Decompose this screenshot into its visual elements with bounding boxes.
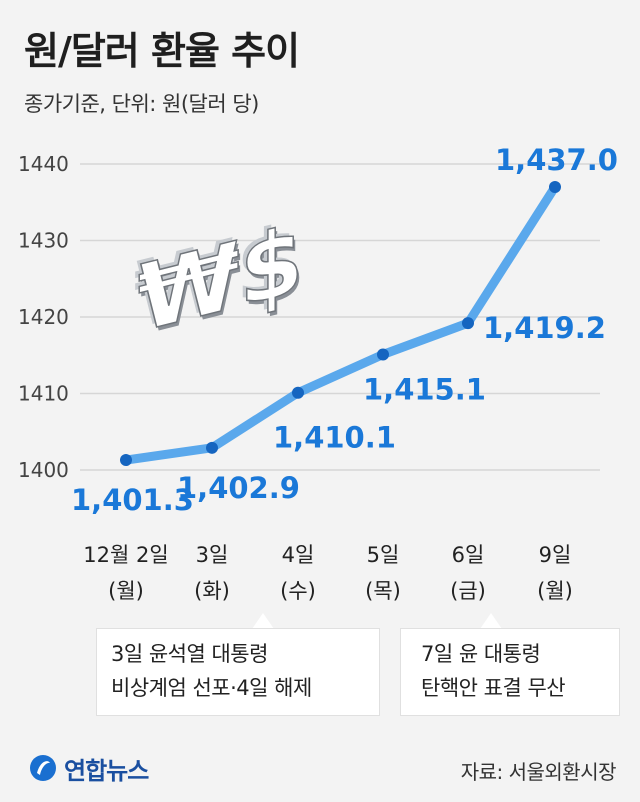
x-tick-label: 12월 2일	[83, 543, 168, 567]
yonhap-logo-icon	[30, 755, 56, 781]
x-tick-label: 9일	[539, 543, 572, 567]
data-label: 1,410.1	[273, 421, 396, 455]
x-tick-label: (목)	[365, 579, 401, 603]
series-line	[121, 182, 560, 465]
data-label: 1,401.3	[71, 483, 194, 517]
x-tick-label: (금)	[450, 579, 486, 603]
y-tick-label: 1420	[18, 305, 69, 329]
y-tick-label: 1410	[18, 382, 69, 406]
note1-line2: 비상계엄 선포·4일 해제	[111, 676, 312, 700]
y-tick-label: 1430	[18, 229, 69, 253]
won-dollar-symbol-icon: ₩$ ₩$ ₩$	[134, 203, 305, 358]
won-dollar-text: ₩$	[138, 206, 303, 355]
note1-pointer	[252, 613, 274, 629]
data-point	[292, 386, 304, 399]
data-point	[549, 180, 561, 193]
x-tick-label: 4일	[282, 543, 315, 567]
data-point	[120, 454, 132, 467]
note2-pointer	[480, 613, 502, 629]
data-label: 1,415.1	[363, 372, 486, 406]
x-tick-label: (월)	[537, 579, 573, 603]
logo: 연합뉴스	[28, 748, 149, 788]
note2-line2: 탄핵안 표결 무산	[421, 676, 566, 700]
chart-subtitle: 종가기준, 단위: 원(달러 당)	[24, 92, 259, 116]
source-text: 자료: 서울외환시장	[460, 760, 617, 784]
chart-title: 원/달러 환율 추이	[24, 29, 300, 73]
data-label: 1,419.2	[483, 311, 606, 345]
x-tick-label: 5일	[367, 543, 400, 567]
data-label: 1,402.9	[177, 471, 300, 505]
logo-text: 연합뉴스	[64, 756, 149, 785]
data-label: 1,437.0	[495, 143, 618, 177]
data-point	[206, 441, 218, 454]
x-tick-label: (월)	[108, 579, 144, 603]
note2-line1: 7일 윤 대통령	[421, 642, 541, 666]
annotation-note-2: 7일 윤 대통령 탄핵안 표결 무산	[400, 628, 620, 716]
data-point	[377, 348, 389, 361]
note1-line1: 3일 윤석열 대통령	[111, 642, 268, 666]
x-tick-label: (수)	[280, 579, 316, 603]
y-tick-label: 1440	[18, 152, 69, 176]
data-point	[462, 317, 474, 330]
annotation-note-1: 3일 윤석열 대통령 비상계엄 선포·4일 해제	[96, 628, 380, 716]
x-tick-label: 3일	[196, 543, 229, 567]
x-tick-label: (화)	[194, 579, 230, 603]
y-tick-label: 1400	[18, 458, 69, 482]
x-tick-label: 6일	[452, 543, 485, 567]
